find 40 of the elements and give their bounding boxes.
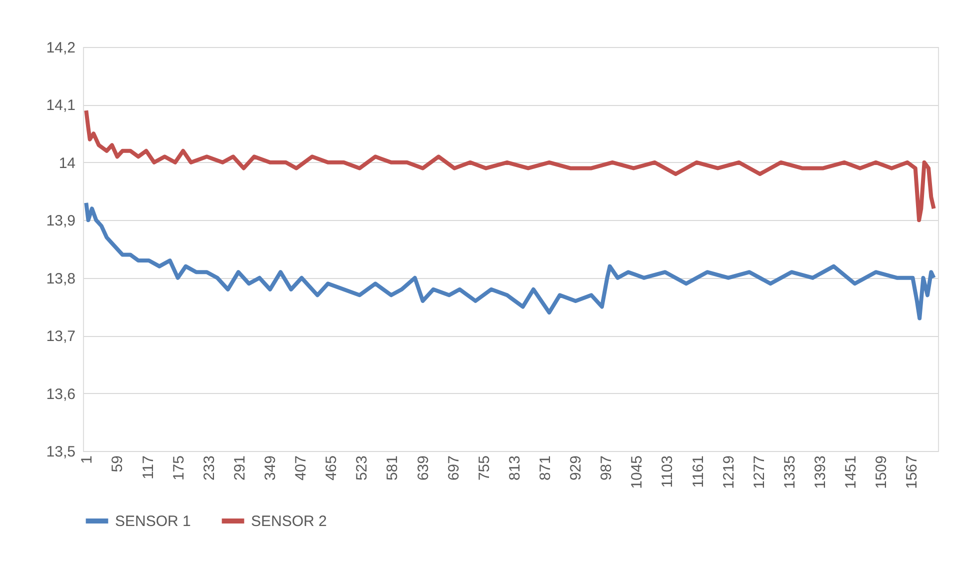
x-tick-label: 1335 <box>781 456 798 489</box>
x-tick-label: 697 <box>445 456 462 481</box>
y-tick-label: 13,9 <box>46 212 76 230</box>
x-tick-label: 987 <box>598 456 616 481</box>
line-series <box>84 108 936 222</box>
y-tick-label: 13,8 <box>46 270 76 288</box>
y-tick-label: 13,7 <box>46 328 76 346</box>
x-tick-label: 755 <box>476 456 493 481</box>
x-tick-label: 1161 <box>690 456 707 488</box>
x-tick-label: 871 <box>536 456 554 481</box>
y-tick-label: 14,1 <box>46 97 76 114</box>
y-tick-label: 13,6 <box>46 386 76 403</box>
x-tick-label: 59 <box>109 456 126 472</box>
x-tick-label: 1277 <box>750 456 768 489</box>
x-tick-label: 1045 <box>628 456 646 489</box>
legend-label: SENSOR 2 <box>251 513 327 530</box>
legend-label: SENSOR 1 <box>115 513 191 530</box>
y-tick-label: 14 <box>58 154 76 172</box>
x-tick-label: 1509 <box>873 456 890 489</box>
x-tick-label: 639 <box>414 456 432 481</box>
x-tick-label: 581 <box>384 456 402 481</box>
x-tick-label: 1 <box>78 456 96 464</box>
x-tick-label: 523 <box>354 456 371 481</box>
x-tick-label: 407 <box>292 456 310 481</box>
x-tick-label: 349 <box>262 456 279 481</box>
x-tick-label: 175 <box>170 456 188 481</box>
x-tick-label: 929 <box>568 456 585 481</box>
line-series <box>84 200 936 320</box>
x-tick-label: 1103 <box>659 456 676 488</box>
y-tick-label: 14,2 <box>46 40 76 56</box>
x-tick-label: 1219 <box>720 456 738 489</box>
x-tick-label: 1393 <box>812 456 829 489</box>
x-tick-label: 1451 <box>842 456 860 489</box>
x-tick-label: 465 <box>323 456 340 481</box>
x-tick-label: 117 <box>140 456 157 480</box>
x-tick-label: 233 <box>200 456 218 481</box>
x-tick-label: 813 <box>506 456 524 481</box>
y-tick-label: 13,5 <box>46 444 76 460</box>
x-tick-label: 1567 <box>904 456 921 489</box>
x-tick-label: 291 <box>231 456 248 481</box>
